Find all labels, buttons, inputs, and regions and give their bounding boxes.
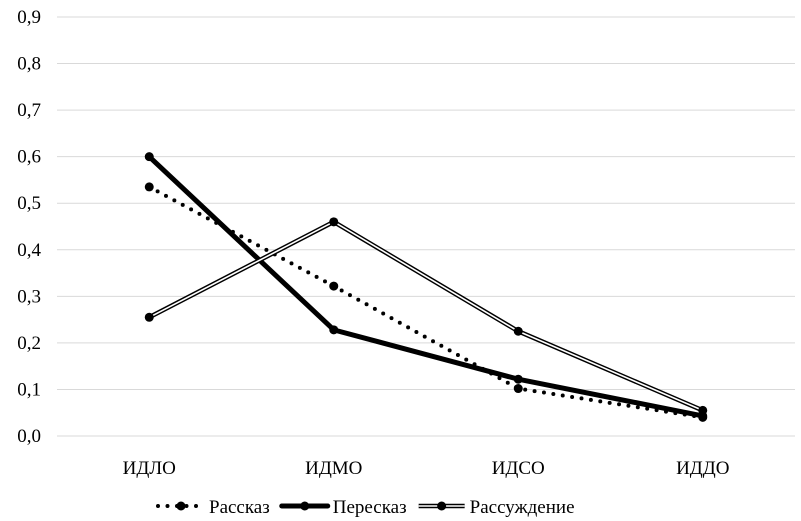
gridlines — [57, 16, 795, 437]
legend-marker — [437, 501, 447, 511]
y-axis-tick-labels: 0,0 0,1 0,2 0,3 0,4 0,5 0,6 0,7 0,8 0,9 — [17, 7, 41, 447]
legend: Рассказ Пересказ Рассуждение — [156, 497, 575, 518]
legend-label: Рассказ — [209, 497, 270, 518]
x-tick-label: ИДЛО — [123, 458, 176, 479]
data-point — [513, 384, 523, 394]
y-tick-label: 0,0 — [17, 426, 41, 447]
y-tick-label: 0,3 — [17, 286, 41, 307]
data-point — [513, 374, 523, 384]
legend-item: Рассказ — [156, 497, 270, 518]
legend-item: Рассуждение — [418, 497, 575, 518]
x-tick-label: ИДМО — [305, 458, 362, 479]
legend-marker — [300, 501, 310, 511]
data-point — [144, 152, 154, 162]
series-1-line — [146, 154, 706, 419]
data-point — [698, 405, 708, 415]
y-tick-label: 0,6 — [17, 147, 41, 168]
data-point — [144, 312, 154, 322]
data-point — [329, 217, 339, 227]
series-0 — [144, 182, 708, 422]
legend-marker — [176, 501, 186, 511]
legend-label: Пересказ — [333, 497, 407, 518]
y-tick-label: 0,5 — [17, 193, 41, 214]
data-point — [513, 326, 523, 336]
y-tick-label: 0,7 — [17, 100, 41, 121]
y-tick-label: 0,8 — [17, 54, 41, 75]
legend-item: Пересказ — [279, 497, 407, 518]
y-tick-label: 0,9 — [17, 7, 41, 28]
series-0-line — [147, 184, 705, 420]
legend-label: Рассуждение — [470, 497, 575, 518]
series-lines — [144, 152, 708, 422]
x-tick-label: ИДДО — [676, 458, 729, 479]
series-1 — [144, 152, 708, 421]
x-tick-label: ИДСО — [492, 458, 545, 479]
data-point — [144, 182, 154, 192]
data-point — [329, 281, 339, 291]
y-tick-label: 0,4 — [17, 240, 41, 261]
y-tick-label: 0,1 — [17, 379, 41, 400]
x-axis-tick-labels: ИДЛО ИДМО ИДСО ИДДО — [123, 458, 730, 479]
y-tick-label: 0,2 — [17, 333, 41, 354]
series-2 — [144, 217, 708, 415]
data-point — [329, 325, 339, 335]
series-2-line-inner — [148, 221, 704, 412]
